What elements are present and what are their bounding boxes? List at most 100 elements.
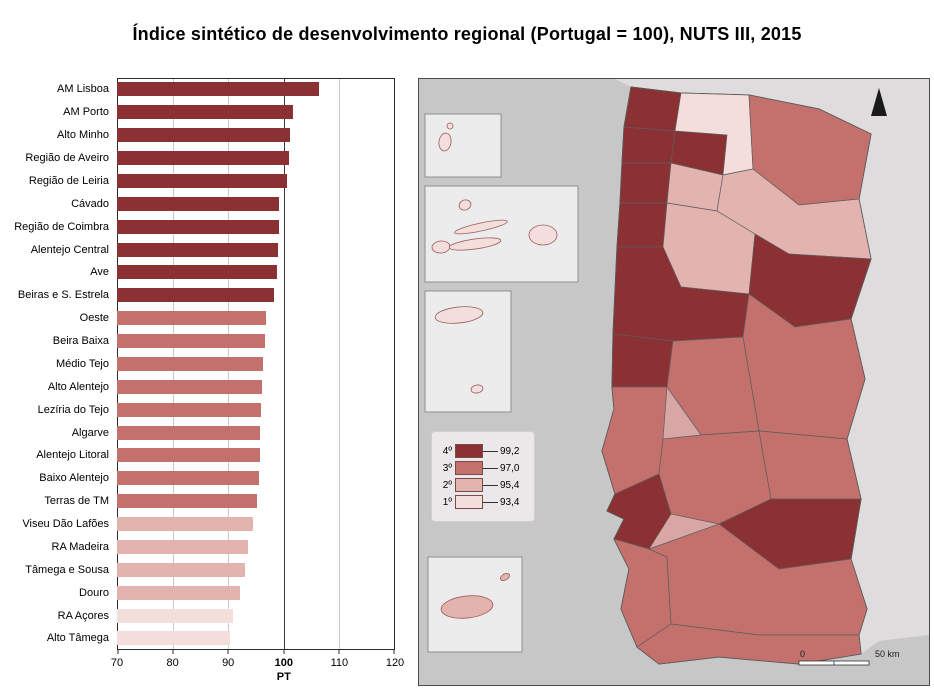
- bar: [117, 517, 253, 532]
- bar: [117, 425, 260, 440]
- category-label: Beiras e S. Estrela: [17, 289, 109, 302]
- bar: [117, 242, 278, 257]
- category-label: Beira Baixa: [52, 335, 109, 348]
- bar-row: Região de Coimbra: [6, 215, 395, 238]
- scale-bar: 0 50 km: [798, 649, 900, 666]
- bar-row: Alentejo Litoral: [6, 444, 395, 467]
- bar: [117, 82, 319, 97]
- bar-track: [117, 585, 395, 600]
- legend-value: 95,4: [500, 479, 520, 491]
- x-tick-label: 110: [330, 657, 349, 669]
- bar-track: [117, 265, 395, 280]
- legend-swatch: [455, 495, 483, 509]
- category-label: Alentejo Central: [30, 243, 109, 256]
- x-tick: [227, 650, 229, 654]
- legend-row: 1º 93,4: [437, 495, 529, 509]
- legend-rows: 4º 99,2 3º 97,0 2º 95,4 1º 93,4: [437, 444, 529, 509]
- bar-row: Alto Tâmega: [6, 627, 395, 650]
- reference-line-label: PT: [276, 671, 291, 683]
- island-santa-maria: [470, 384, 484, 394]
- bar-track: [117, 242, 395, 257]
- region-alto-minho: [623, 86, 682, 132]
- x-tick-label: 120: [385, 657, 405, 669]
- category-label: AM Lisboa: [57, 83, 109, 96]
- bar-row: Médio Tejo: [6, 353, 395, 376]
- category-label: Ave: [90, 266, 109, 279]
- bar-track: [117, 219, 395, 234]
- region-cavado: [621, 126, 676, 164]
- category-label: Douro: [79, 586, 109, 599]
- legend-tick-line: [483, 501, 498, 503]
- category-label: Viseu Dão Lafões: [22, 518, 109, 531]
- choropleth-map: 0 50 km: [424, 79, 929, 666]
- bar-row: Terras de TM: [6, 490, 395, 513]
- category-label: Baixo Alentejo: [39, 472, 109, 485]
- bar-track: [117, 608, 395, 623]
- bar-row: Tâmega e Sousa: [6, 558, 395, 581]
- category-label: Oeste: [79, 312, 109, 325]
- bar-track: [117, 379, 395, 394]
- bar-track: [117, 196, 395, 211]
- bar-track: [117, 82, 395, 97]
- bar-track: [117, 334, 395, 349]
- legend-swatch: [455, 444, 483, 458]
- bar: [117, 196, 279, 211]
- x-tick-label: 70: [110, 657, 124, 669]
- island-corvo: [446, 122, 454, 130]
- category-label: Alto Tâmega: [46, 632, 109, 645]
- page-title: Índice sintético de desenvolvimento regi…: [132, 24, 802, 44]
- category-label: Região de Leiria: [28, 174, 109, 187]
- bar: [117, 265, 277, 280]
- spain-landmass: [609, 79, 929, 654]
- bar-track: [117, 494, 395, 509]
- x-tick-label: 90: [222, 657, 235, 669]
- bar-track: [117, 173, 395, 188]
- region-algarve: [636, 623, 862, 665]
- island-porto-santo: [500, 572, 510, 582]
- legend-value: 97,0: [500, 462, 520, 474]
- category-label: Alto Alentejo: [47, 380, 109, 393]
- bar-track: [117, 425, 395, 440]
- category-label: Lezíria do Tejo: [37, 403, 109, 416]
- bar: [117, 334, 265, 349]
- bar-track: [117, 288, 395, 303]
- bar: [117, 288, 274, 303]
- bar-track: [117, 562, 395, 577]
- region-regiao-de-aveiro: [616, 202, 668, 248]
- bar-row: Cávado: [6, 192, 395, 215]
- bar: [117, 151, 289, 166]
- legend-value: 99,2: [500, 445, 520, 457]
- legend-row: 4º 99,2: [437, 444, 529, 458]
- bar: [117, 585, 241, 600]
- legend-tick-line: [483, 467, 498, 469]
- category-label: Alentejo Litoral: [36, 449, 109, 462]
- category-label: Médio Tejo: [56, 357, 109, 370]
- bar-row: AM Porto: [6, 101, 395, 124]
- bar-track: [117, 311, 395, 326]
- category-label: Região de Coimbra: [14, 220, 109, 233]
- region-baixo-alentejo: [648, 523, 868, 636]
- category-label: Alto Minho: [57, 129, 109, 142]
- legend-quartile-label: 2º: [442, 479, 452, 491]
- region-alto-alentejo: [758, 430, 862, 500]
- legend-tick-line: [483, 450, 498, 452]
- x-tick: [338, 650, 340, 654]
- x-axis-ticks: [117, 649, 395, 654]
- island-flores: [438, 132, 452, 152]
- bar-row: Baixo Alentejo: [6, 467, 395, 490]
- bar: [117, 631, 231, 646]
- bar: [117, 494, 257, 509]
- bar: [117, 128, 290, 143]
- north-arrow-icon: [871, 88, 887, 116]
- bar-track: [117, 128, 395, 143]
- category-label: Cávado: [71, 197, 109, 210]
- bar: [117, 402, 261, 417]
- bar-row: Algarve: [6, 421, 395, 444]
- bar: [117, 105, 293, 120]
- category-label: Tâmega e Sousa: [25, 563, 109, 576]
- bar-row: Beira Baixa: [6, 330, 395, 353]
- bar-row: RA Açores: [6, 604, 395, 627]
- legend-quartile-label: 3º: [442, 462, 452, 474]
- island-madeira: [440, 595, 494, 619]
- map-legend: 4º 99,2 3º 97,0 2º 95,4 1º 93,4: [431, 431, 535, 522]
